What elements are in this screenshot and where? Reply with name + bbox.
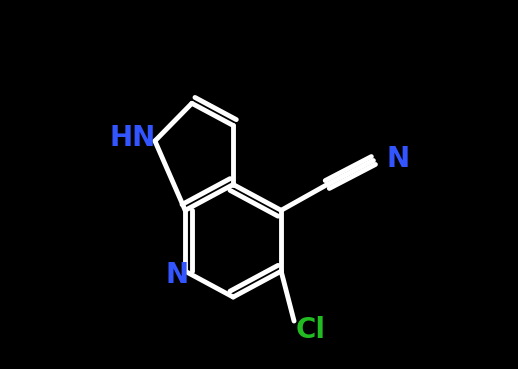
Text: N: N (166, 261, 189, 289)
Text: N: N (386, 145, 409, 173)
Text: Cl: Cl (296, 316, 326, 344)
Text: HN: HN (109, 124, 156, 152)
